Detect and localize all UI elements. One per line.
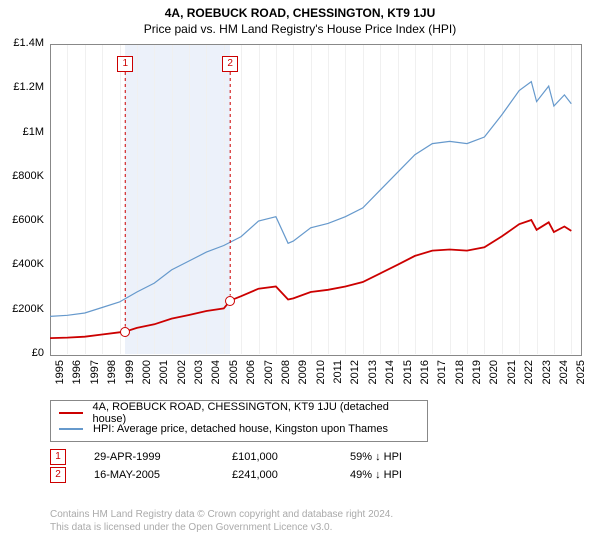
chart-container: 4A, ROEBUCK ROAD, CHESSINGTON, KT9 1JU P… [0, 0, 600, 560]
legend-swatch [59, 428, 83, 430]
legend-label: 4A, ROEBUCK ROAD, CHESSINGTON, KT9 1JU (… [93, 401, 419, 425]
legend-box: 4A, ROEBUCK ROAD, CHESSINGTON, KT9 1JU (… [50, 400, 428, 442]
transaction-price: £101,000 [232, 451, 322, 463]
legend-item: 4A, ROEBUCK ROAD, CHESSINGTON, KT9 1JU (… [59, 405, 419, 421]
transaction-date: 29-APR-1999 [94, 451, 204, 463]
transaction-row: 1 29-APR-1999 £101,000 59% ↓ HPI [50, 448, 402, 466]
transactions-footer: 1 29-APR-1999 £101,000 59% ↓ HPI 2 16-MAY-200… [50, 448, 402, 484]
transaction-delta: 59% ↓ HPI [350, 451, 402, 463]
transaction-row: 2 16-MAY-2005 £241,000 49% ↓ HPI [50, 466, 402, 484]
transaction-price: £241,000 [232, 469, 322, 481]
credits-line-2: This data is licensed under the Open Gov… [50, 521, 393, 534]
transaction-delta: 49% ↓ HPI [350, 469, 402, 481]
legend-label: HPI: Average price, detached house, King… [93, 423, 388, 435]
legend-swatch [59, 412, 83, 414]
transaction-marker: 2 [50, 467, 66, 483]
legend-item: HPI: Average price, detached house, King… [59, 421, 419, 437]
credits-line-1: Contains HM Land Registry data © Crown c… [50, 508, 393, 521]
credits: Contains HM Land Registry data © Crown c… [50, 508, 393, 534]
transaction-marker: 1 [50, 449, 66, 465]
transaction-date: 16-MAY-2005 [94, 469, 204, 481]
